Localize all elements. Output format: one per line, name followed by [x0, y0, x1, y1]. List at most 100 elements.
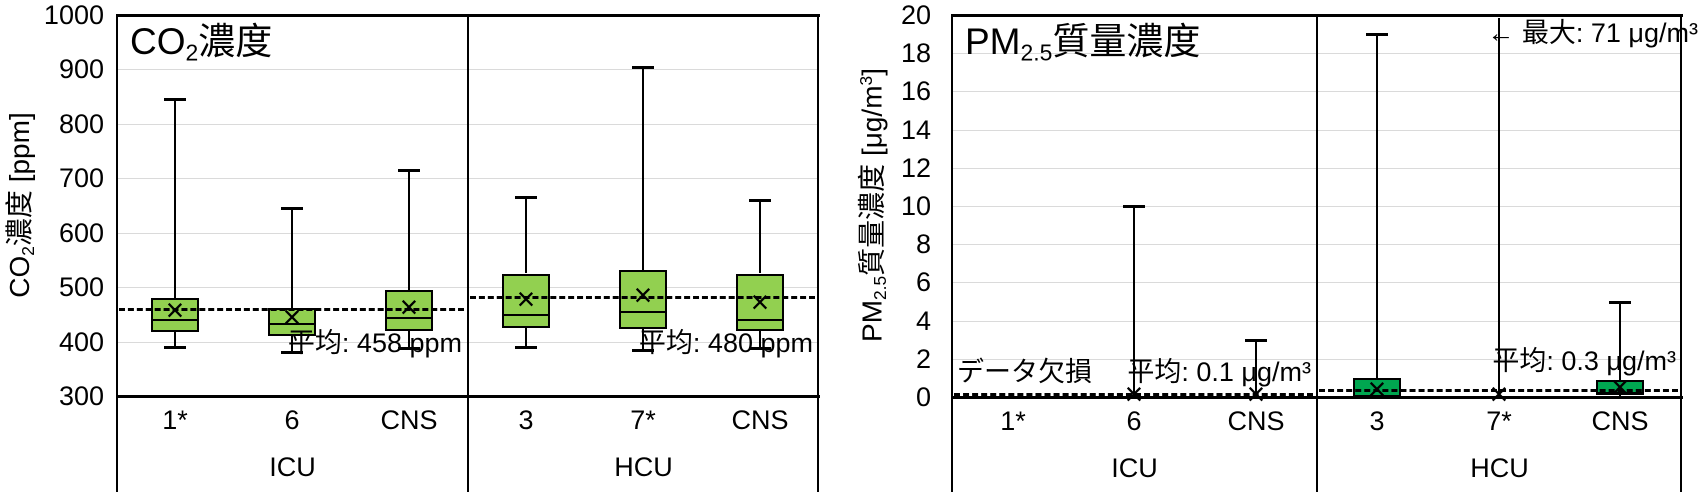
box-median: [738, 319, 782, 321]
y-tick-label: 300: [58, 381, 104, 411]
group-label: HCU: [1470, 453, 1529, 483]
whisker-lower: [291, 336, 293, 352]
group-label: HCU: [614, 452, 673, 482]
whisker-cap-top: [164, 98, 186, 101]
whisker-cap-bottom: [281, 351, 303, 354]
box: [619, 270, 667, 329]
chart-title: CO2濃度: [130, 22, 272, 72]
y-tick-label: 18: [900, 38, 931, 68]
y-tick-label: 16: [900, 76, 931, 106]
mean-marker: ×: [516, 281, 536, 317]
category-label: 3: [1369, 406, 1385, 436]
text-segment: PM: [965, 21, 1021, 62]
whisker-upper: [174, 99, 176, 298]
text-segment: ]: [856, 68, 888, 76]
y-tick-label: 14: [900, 115, 931, 145]
box: [502, 274, 550, 328]
y-axis-label-text: PM2.5質量濃度 [μg/m3]: [851, 68, 895, 342]
mean-marker: ×: [399, 289, 419, 325]
whisker-lower: [759, 331, 761, 348]
group-label: ICU: [1111, 453, 1158, 483]
mean-marker: ×: [1610, 369, 1630, 405]
group-label: ICU: [269, 452, 316, 482]
whisker-cap-bottom: [749, 347, 771, 350]
y-tick-label: 2: [915, 344, 931, 374]
text-segment: 2: [185, 39, 199, 66]
text-segment: PM: [856, 299, 888, 342]
category-label: 7*: [630, 405, 656, 435]
category-label: CNS: [380, 405, 438, 435]
y-tick-label: 1000: [43, 0, 104, 30]
category-label: 3: [518, 405, 534, 435]
whisker-cap-top: [1123, 205, 1145, 208]
box-median: [1598, 392, 1642, 394]
group-mean-annotation: 平均: 458 ppm: [287, 328, 462, 358]
y-tick-label: 20: [900, 0, 931, 30]
category-label: CNS: [1591, 406, 1649, 436]
whisker-lower: [642, 329, 644, 350]
whisker-upper: [408, 170, 410, 290]
whisker-cap-bottom: [164, 346, 186, 349]
whisker-cap-top: [632, 66, 654, 69]
category-label: 6: [1126, 406, 1142, 436]
box-median: [270, 323, 314, 325]
whisker-cap-bottom: [515, 346, 537, 349]
whisker-upper: [642, 67, 644, 270]
whisker-cap-top: [281, 207, 303, 210]
plot-frame-left: [116, 14, 118, 492]
box: [268, 308, 316, 336]
group-divider: [1316, 14, 1318, 492]
whisker-upper: [1376, 34, 1378, 378]
whisker-cap-top: [515, 196, 537, 199]
whisker-cap-bottom: [398, 347, 420, 350]
whisker-cap-top: [398, 169, 420, 172]
group-mean-dashline: [470, 296, 815, 299]
category-label: 1*: [1000, 406, 1026, 436]
group-mean-annotation: 平均: 480 ppm: [638, 328, 813, 358]
text-segment: 3: [855, 75, 876, 86]
whisker-upper: [1619, 302, 1621, 380]
mean-marker: ×: [1367, 371, 1387, 407]
box-median: [153, 319, 197, 321]
text-segment: 2.5: [870, 275, 891, 300]
plot-frame-right: [1680, 14, 1682, 492]
whisker-cap-top: [1245, 339, 1267, 342]
group-mean-dashline: [1319, 389, 1678, 392]
whisker-lower: [408, 331, 410, 348]
box: [736, 274, 784, 331]
y-tick-label: 700: [58, 163, 104, 193]
y-tick-label: 12: [900, 153, 931, 183]
mean-marker: ×: [282, 299, 302, 335]
text-segment: 質量濃度 [μg/m: [856, 85, 888, 276]
whisker: [1498, 18, 1500, 397]
group-mean-annotation: 平均: 0.1 μg/m³: [1127, 357, 1311, 387]
group-mean-dashline: [954, 393, 1313, 396]
whisker-upper: [759, 200, 761, 273]
mean-marker: ×: [1246, 376, 1266, 412]
y-tick-label: 0: [915, 382, 931, 412]
y-tick-label: 8: [915, 229, 931, 259]
text-segment: 質量濃度: [1052, 21, 1201, 62]
text-segment: 2.5: [1020, 39, 1053, 66]
box-median: [387, 317, 431, 319]
category-label: CNS: [731, 405, 789, 435]
whisker-upper: [291, 208, 293, 308]
category-label: 6: [284, 405, 300, 435]
whisker-lower: [174, 332, 176, 347]
box: [151, 298, 199, 332]
y-tick-label: 10: [900, 191, 931, 221]
y-tick-label: 500: [58, 272, 104, 302]
group-mean-dashline: [119, 308, 464, 311]
missing-data-annotation: データ欠損: [957, 357, 1092, 387]
category-label: 1*: [162, 405, 188, 435]
y-tick-label: 400: [58, 327, 104, 357]
whisker-cap-top: [1366, 33, 1388, 36]
category-label: CNS: [1227, 406, 1285, 436]
max-note-annotation: ← 最大: 71 μg/m³: [1487, 18, 1698, 48]
y-tick-label: 800: [58, 109, 104, 139]
whisker-cap-top: [1609, 301, 1631, 304]
whisker: [1255, 340, 1257, 397]
